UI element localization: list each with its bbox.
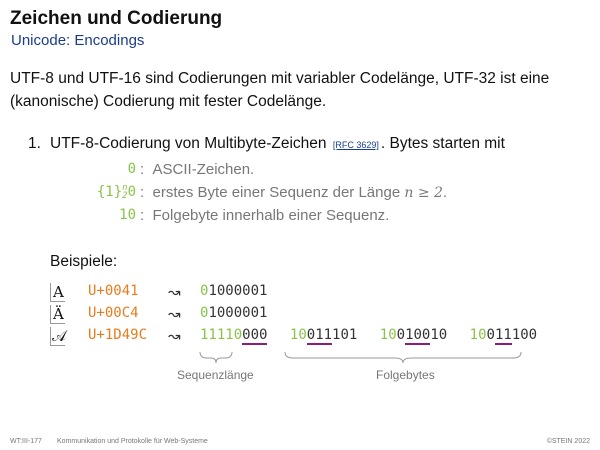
payload-bits: 1000001	[208, 305, 268, 321]
payload-bits: 0	[306, 327, 316, 345]
list-item-utf8: 1. UTF-8-Codierung von Multibyte-Zeichen …	[28, 135, 505, 153]
continuation-prefix: 10	[469, 327, 487, 343]
codepoint: U+00C4	[88, 305, 139, 321]
set-sub: 2	[122, 191, 128, 201]
prefix-desc: erstes Byte einer Sequenz der Länge	[152, 184, 401, 201]
set-prefix: {1}n 20	[96, 183, 136, 201]
prefix-desc: Folgebyte innerhalb einer Sequenz.	[152, 207, 390, 224]
continuation-prefix: 10	[379, 327, 397, 343]
footer-slide-id: WT:III-177	[10, 438, 42, 445]
terminator-bit: 0	[233, 327, 243, 343]
payload-bits: 000	[242, 327, 268, 345]
byte-3: 10010010	[380, 327, 447, 345]
footer-copyright: ©STEIN 2022	[546, 438, 590, 445]
prefix-desc: ASCII-Zeichen.	[152, 161, 255, 178]
payload-bits: 100	[511, 327, 538, 343]
folgebytes-label: Folgebytes	[376, 368, 435, 382]
squiggle-arrow-icon: ↝	[168, 284, 181, 301]
payload-bits: 11	[494, 327, 512, 345]
lead-bit: 0	[200, 283, 209, 299]
rfc-link[interactable]: [RFC 3629]	[332, 140, 379, 150]
glyph-box	[50, 327, 65, 346]
math-expression: n ≥ 2	[404, 185, 443, 201]
byte-4: 10011100	[470, 327, 537, 345]
squiggle-arrow-icon: ↝	[168, 306, 181, 323]
lead-bit: 0	[200, 305, 209, 321]
payload-bits: 1000001	[208, 283, 268, 299]
slide-title: Zeichen und Codierung	[10, 8, 223, 29]
prefix-desc-follow-byte: : Folgebyte innerhalb einer Sequenz.	[140, 207, 389, 229]
prefix-desc-ascii: : ASCII-Zeichen.	[140, 161, 254, 183]
codepoint: U+1D49C	[88, 327, 148, 343]
glyph-box	[50, 305, 65, 324]
utf8-bits: 01000001	[200, 305, 267, 321]
prefix-desc-first-byte: : erstes Byte einer Sequenz der Länge n …	[140, 184, 447, 206]
byte-2: 10011101	[290, 327, 357, 345]
prefix-value: 0	[127, 161, 136, 177]
glyph: A	[53, 283, 64, 301]
set-notation: {1}	[96, 184, 123, 200]
list-number: 1.	[28, 135, 41, 152]
glyph: Ä	[53, 305, 64, 323]
payload-bits: 0	[486, 327, 495, 343]
payload-bits: 101	[332, 327, 358, 343]
byte-1: 11110000	[200, 327, 268, 345]
separator: :	[140, 161, 145, 178]
footer-course: Kommunikation und Protokolle für Web-Sys…	[57, 438, 208, 445]
set-sup: n	[122, 183, 128, 193]
slide-subtitle: Unicode: Encodings	[11, 32, 145, 49]
payload-bits: 11	[315, 327, 333, 345]
brace-annotations	[199, 351, 522, 364]
item-text-tail: . Bytes starten mit	[380, 135, 505, 152]
continuation-prefix: 10	[289, 327, 307, 343]
separator: :	[140, 184, 145, 201]
intro-paragraph: UTF-8 und UTF-16 sind Codierungen mit va…	[10, 70, 550, 110]
sequenzlaenge-brace	[199, 351, 233, 364]
payload-bits: 100	[405, 327, 431, 345]
codepoint: U+0041	[88, 283, 139, 299]
utf8-bits: 01000001	[200, 283, 267, 299]
item-text: UTF-8-Codierung von Multibyte-Zeichen	[50, 135, 327, 152]
squiggle-arrow-icon: ↝	[168, 328, 181, 345]
prefix-value: 10	[119, 207, 136, 223]
payload-bits: 0	[396, 327, 406, 343]
prefix-row-ascii: 0	[50, 161, 136, 183]
prefix-value: 0	[127, 184, 136, 200]
prefix-row-first-byte: {1}n 20	[50, 184, 136, 206]
folgebytes-brace	[284, 351, 522, 364]
length-prefix: 1111	[200, 327, 234, 343]
sequenzlaenge-label: Sequenzlänge	[177, 368, 254, 382]
utf8-bits-4byte: 11110000 10011101 10010010 10011100	[200, 327, 537, 345]
payload-bits: 10	[430, 327, 448, 343]
glyph-box	[50, 283, 65, 302]
examples-heading: Beispiele:	[50, 253, 118, 270]
period: .	[442, 184, 448, 201]
glyph: 𝒜	[52, 327, 67, 345]
separator: :	[140, 207, 145, 224]
prefix-row-follow-byte: 10	[50, 207, 136, 229]
